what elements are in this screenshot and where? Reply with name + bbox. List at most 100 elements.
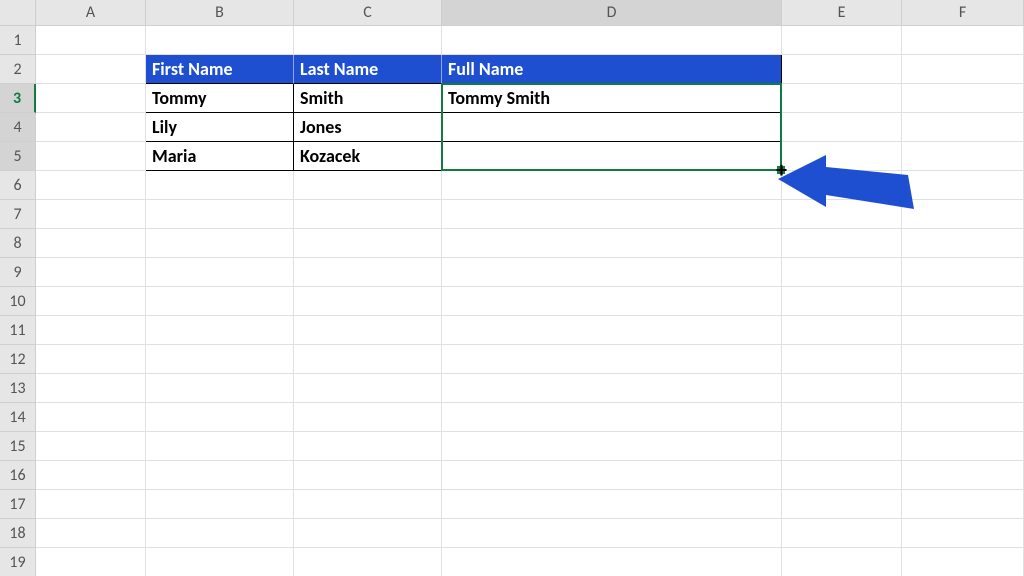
cell-E14[interactable] xyxy=(782,403,902,432)
cell-F13[interactable] xyxy=(902,374,1024,403)
cell-E4[interactable] xyxy=(782,113,902,142)
cell-A2[interactable] xyxy=(36,55,146,84)
cell-A7[interactable] xyxy=(36,200,146,229)
cell-E9[interactable] xyxy=(782,258,902,287)
cell-C14[interactable] xyxy=(294,403,442,432)
col-header-B[interactable]: B xyxy=(146,0,294,26)
cell-D17[interactable] xyxy=(442,490,782,519)
cell-E6[interactable] xyxy=(782,171,902,200)
cell-E12[interactable] xyxy=(782,345,902,374)
cell-C5[interactable]: Kozacek xyxy=(294,142,442,171)
cell-A17[interactable] xyxy=(36,490,146,519)
col-header-C[interactable]: C xyxy=(294,0,442,26)
col-header-A[interactable]: A xyxy=(36,0,146,26)
cell-D9[interactable] xyxy=(442,258,782,287)
cell-D1[interactable] xyxy=(442,26,782,55)
row-header-18[interactable]: 18 xyxy=(0,519,36,548)
cell-E2[interactable] xyxy=(782,55,902,84)
cell-F5[interactable] xyxy=(902,142,1024,171)
cell-D13[interactable] xyxy=(442,374,782,403)
cell-B5[interactable]: Maria xyxy=(146,142,294,171)
cell-F9[interactable] xyxy=(902,258,1024,287)
cell-C9[interactable] xyxy=(294,258,442,287)
cell-E18[interactable] xyxy=(782,519,902,548)
cell-F1[interactable] xyxy=(902,26,1024,55)
cell-C18[interactable] xyxy=(294,519,442,548)
cell-B6[interactable] xyxy=(146,171,294,200)
select-all-corner[interactable] xyxy=(0,0,36,26)
cell-B19[interactable] xyxy=(146,548,294,576)
cell-C12[interactable] xyxy=(294,345,442,374)
cell-B13[interactable] xyxy=(146,374,294,403)
row-header-10[interactable]: 10 xyxy=(0,287,36,316)
cell-B16[interactable] xyxy=(146,461,294,490)
cell-C3[interactable]: Smith xyxy=(294,84,442,113)
cell-B1[interactable] xyxy=(146,26,294,55)
cell-F7[interactable] xyxy=(902,200,1024,229)
cell-D5[interactable] xyxy=(442,142,782,171)
row-header-3[interactable]: 3 xyxy=(0,84,36,113)
cell-D11[interactable] xyxy=(442,316,782,345)
cell-F18[interactable] xyxy=(902,519,1024,548)
cell-A18[interactable] xyxy=(36,519,146,548)
cell-E19[interactable] xyxy=(782,548,902,576)
cell-C6[interactable] xyxy=(294,171,442,200)
cell-F16[interactable] xyxy=(902,461,1024,490)
cell-F6[interactable] xyxy=(902,171,1024,200)
cell-E7[interactable] xyxy=(782,200,902,229)
cell-A6[interactable] xyxy=(36,171,146,200)
cell-F4[interactable] xyxy=(902,113,1024,142)
cell-B17[interactable] xyxy=(146,490,294,519)
cell-C8[interactable] xyxy=(294,229,442,258)
row-header-4[interactable]: 4 xyxy=(0,113,36,142)
cell-C10[interactable] xyxy=(294,287,442,316)
cell-D10[interactable] xyxy=(442,287,782,316)
cell-D16[interactable] xyxy=(442,461,782,490)
cell-A19[interactable] xyxy=(36,548,146,576)
cell-C15[interactable] xyxy=(294,432,442,461)
cell-B4[interactable]: Lily xyxy=(146,113,294,142)
cell-B18[interactable] xyxy=(146,519,294,548)
cell-A11[interactable] xyxy=(36,316,146,345)
cell-E13[interactable] xyxy=(782,374,902,403)
cell-B7[interactable] xyxy=(146,200,294,229)
cell-A12[interactable] xyxy=(36,345,146,374)
cell-A10[interactable] xyxy=(36,287,146,316)
cell-E5[interactable] xyxy=(782,142,902,171)
cell-E8[interactable] xyxy=(782,229,902,258)
cell-F19[interactable] xyxy=(902,548,1024,576)
cell-A5[interactable] xyxy=(36,142,146,171)
cell-C2[interactable]: Last Name xyxy=(294,55,442,84)
cell-C13[interactable] xyxy=(294,374,442,403)
cell-B12[interactable] xyxy=(146,345,294,374)
cell-C1[interactable] xyxy=(294,26,442,55)
cell-A4[interactable] xyxy=(36,113,146,142)
cell-D15[interactable] xyxy=(442,432,782,461)
cell-D14[interactable] xyxy=(442,403,782,432)
cell-B15[interactable] xyxy=(146,432,294,461)
cells-grid[interactable]: First NameLast NameFull NameTommySmithTo… xyxy=(36,26,1024,576)
row-header-2[interactable]: 2 xyxy=(0,55,36,84)
cell-F15[interactable] xyxy=(902,432,1024,461)
row-header-7[interactable]: 7 xyxy=(0,200,36,229)
cell-C7[interactable] xyxy=(294,200,442,229)
cell-C17[interactable] xyxy=(294,490,442,519)
cell-A3[interactable] xyxy=(36,84,146,113)
row-header-12[interactable]: 12 xyxy=(0,345,36,374)
col-header-D[interactable]: D xyxy=(442,0,782,26)
row-header-9[interactable]: 9 xyxy=(0,258,36,287)
cell-A13[interactable] xyxy=(36,374,146,403)
row-header-15[interactable]: 15 xyxy=(0,432,36,461)
cell-D19[interactable] xyxy=(442,548,782,576)
cell-D18[interactable] xyxy=(442,519,782,548)
cell-C11[interactable] xyxy=(294,316,442,345)
cell-F12[interactable] xyxy=(902,345,1024,374)
cell-B2[interactable]: First Name xyxy=(146,55,294,84)
cell-F2[interactable] xyxy=(902,55,1024,84)
row-header-17[interactable]: 17 xyxy=(0,490,36,519)
row-header-1[interactable]: 1 xyxy=(0,26,36,55)
cell-E11[interactable] xyxy=(782,316,902,345)
cell-B8[interactable] xyxy=(146,229,294,258)
cell-E1[interactable] xyxy=(782,26,902,55)
row-header-14[interactable]: 14 xyxy=(0,403,36,432)
